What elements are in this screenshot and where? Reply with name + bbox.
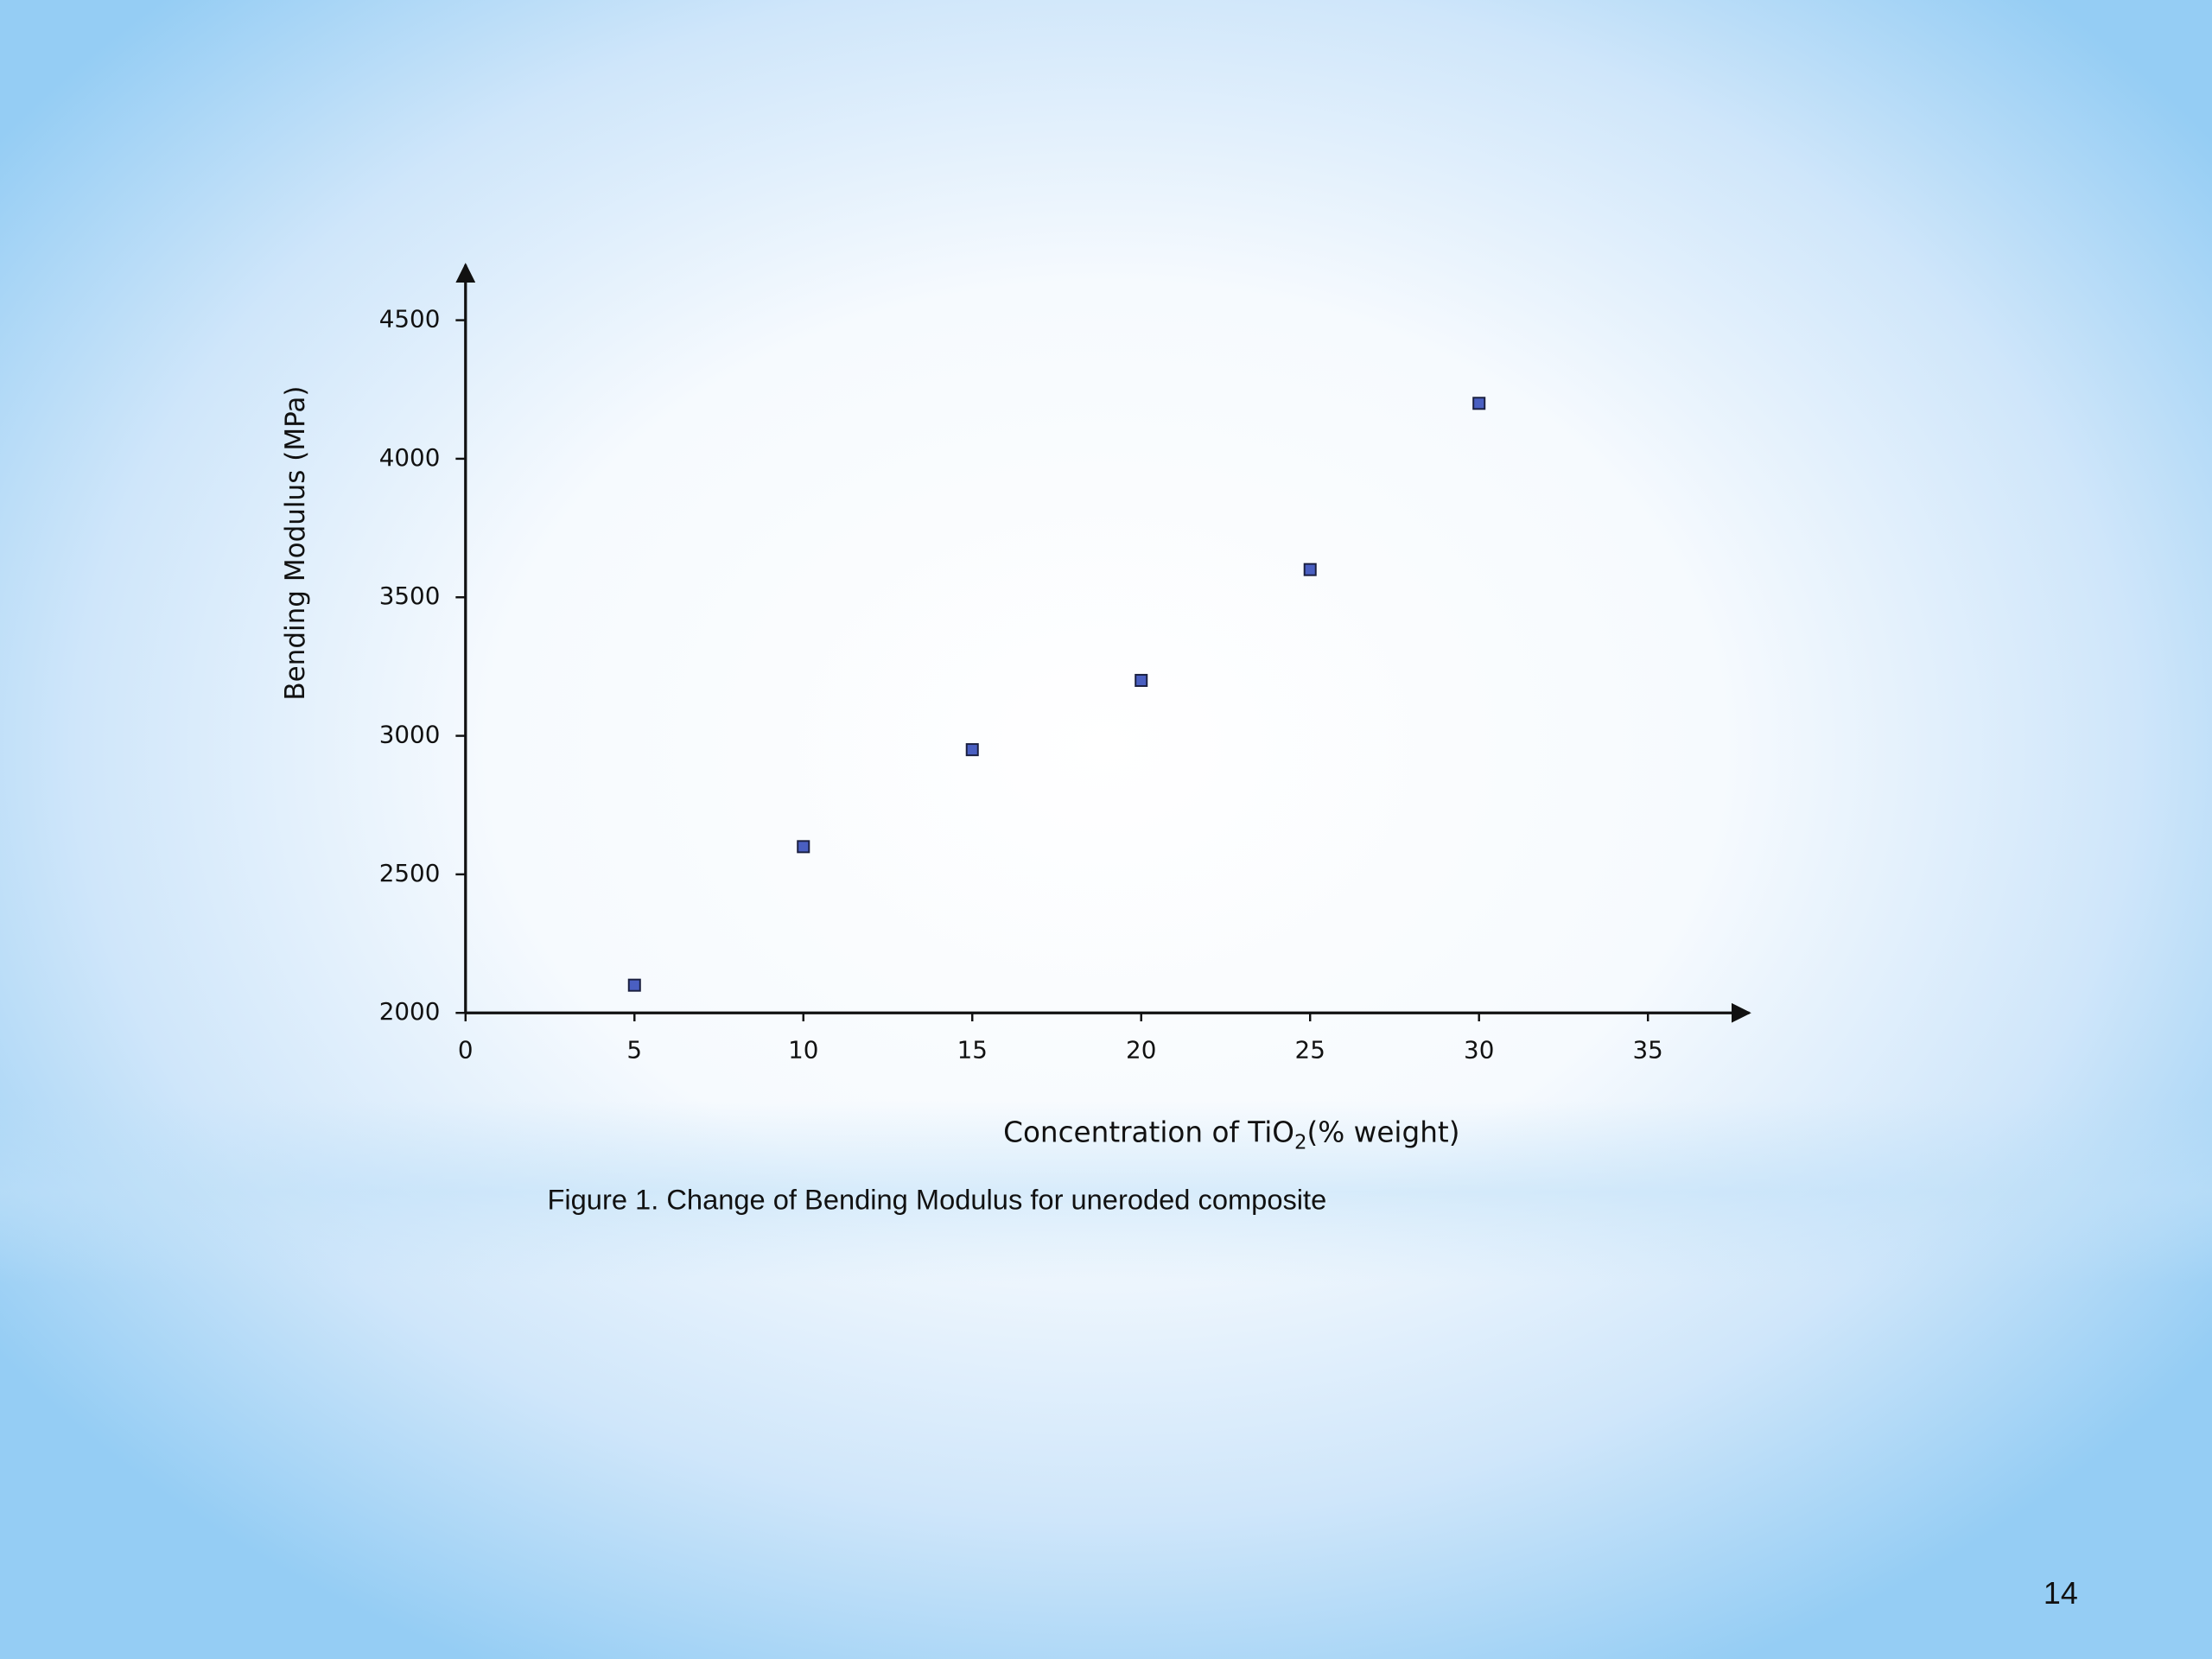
data-point xyxy=(797,840,810,854)
background-band xyxy=(0,1100,2212,1284)
data-point xyxy=(1472,397,1486,410)
data-point xyxy=(627,978,641,992)
y-tick-label: 2500 xyxy=(379,859,441,887)
x-axis-label-part: 2 xyxy=(1294,1131,1307,1154)
y-tick-label: 4500 xyxy=(379,305,441,334)
data-point xyxy=(965,743,979,757)
y-tick-label: 3000 xyxy=(379,721,441,749)
x-tick-label: 30 xyxy=(1464,1035,1494,1064)
data-point xyxy=(1303,563,1317,576)
x-tick-label: 5 xyxy=(626,1035,642,1064)
x-tick-label: 15 xyxy=(957,1035,988,1064)
caption: Figure 1. Change of Bending Modulus for … xyxy=(547,1184,1326,1216)
x-tick-label: 35 xyxy=(1633,1035,1663,1064)
x-tick-label: 0 xyxy=(458,1035,474,1064)
x-axis-label: Concentration of TiO2(% weight) xyxy=(1003,1116,1459,1154)
data-point xyxy=(1135,673,1148,687)
y-tick-label: 2000 xyxy=(379,997,441,1026)
x-tick-label: 20 xyxy=(1126,1035,1156,1064)
x-axis-label-part: Concentration of TiO xyxy=(1003,1116,1294,1149)
page-number: 14 xyxy=(2044,1575,2078,1611)
y-axis-label: Bending Modulus (MPa) xyxy=(280,385,311,700)
x-axis-label-part: (% weight) xyxy=(1307,1116,1460,1149)
x-tick-label: 10 xyxy=(788,1035,818,1064)
y-tick-label: 4000 xyxy=(379,443,441,472)
y-tick-label: 3500 xyxy=(379,582,441,610)
x-tick-label: 25 xyxy=(1295,1035,1325,1064)
